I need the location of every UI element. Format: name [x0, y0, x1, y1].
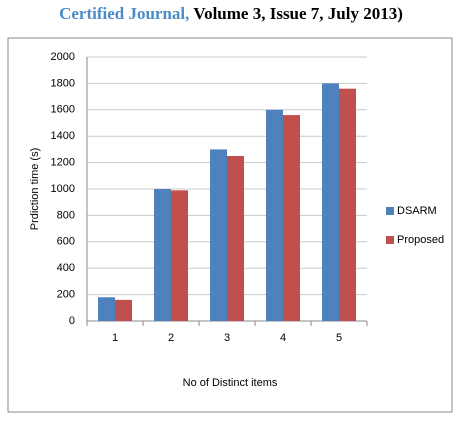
y-tick-label: 600 [57, 236, 75, 248]
bar [115, 299, 132, 321]
x-tick-label: 5 [336, 332, 342, 344]
x-tick-label: 1 [112, 332, 118, 344]
y-tick-label: 1200 [51, 157, 75, 169]
y-tick-label: 0 [69, 315, 75, 327]
y-tick-label: 800 [57, 209, 75, 221]
y-tick-label: 1400 [51, 130, 75, 142]
legend-label: Proposed [397, 234, 444, 246]
bar [98, 297, 115, 321]
x-axis-label: No of Distinct items [183, 377, 278, 389]
bar [283, 115, 300, 321]
header-line: Certified Journal, Volume 3, Issue 7, Ju… [0, 4, 462, 24]
bar [266, 109, 283, 321]
x-tick-label: 3 [224, 332, 230, 344]
journal-name: Certified Journal, [59, 4, 190, 23]
x-tick-label: 4 [280, 332, 286, 344]
bar [210, 149, 227, 321]
issue-info: Volume 3, Issue 7, July 2013) [193, 4, 403, 23]
y-tick-label: 1000 [51, 183, 75, 195]
y-tick-label: 400 [57, 262, 75, 274]
legend-swatch [386, 236, 394, 244]
x-tick-label: 2 [168, 332, 174, 344]
legend-swatch [386, 207, 394, 215]
y-tick-label: 1800 [51, 77, 75, 89]
bar [154, 189, 171, 321]
chart-frame [7, 37, 453, 413]
bar [339, 88, 356, 322]
y-axis-label: Prdiction time (s) [29, 148, 41, 231]
y-tick-label: 1600 [51, 104, 75, 116]
legend-label: DSARM [397, 205, 437, 217]
y-tick-label: 200 [57, 289, 75, 301]
bar [227, 156, 244, 321]
bar [322, 83, 339, 322]
bar [171, 190, 188, 321]
y-tick-label: 2000 [51, 51, 75, 63]
